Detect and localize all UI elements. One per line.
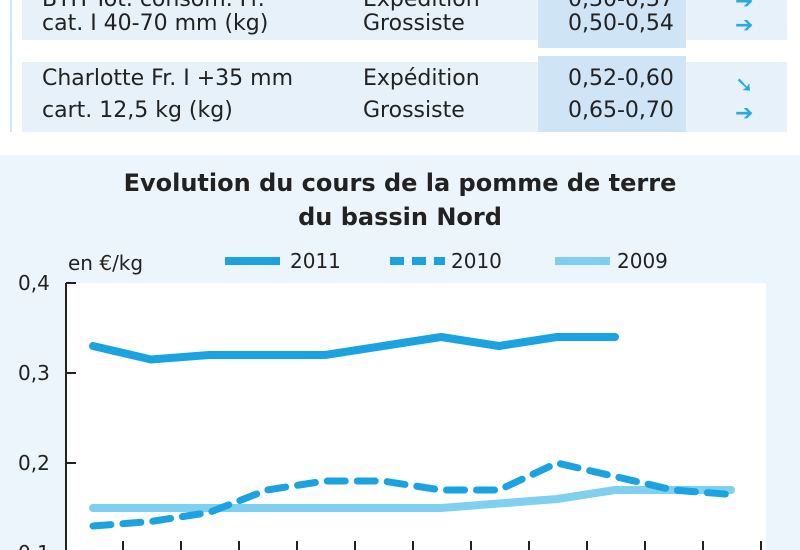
line-chart: en €/kg 2011 2010 2009 0,4 0,3 0,2 0,1 — [18, 249, 766, 550]
y-tick-label: 0,2 — [18, 451, 50, 475]
price-range: 0,52-0,60 — [568, 66, 674, 91]
trend-down-icon: ➘ — [735, 73, 754, 98]
price-column-bg — [538, 0, 686, 48]
price-table: BTH Tot. consom. Fr. cat. I 40-70 mm (kg… — [0, 0, 800, 138]
market-stage: Expédition — [363, 66, 480, 91]
market-stage: Grossiste — [363, 98, 465, 123]
market-stage: Grossiste — [363, 11, 465, 36]
y-axis-label: en €/kg — [68, 251, 143, 275]
price-range: 0,30-0,37 — [568, 0, 674, 16]
legend: 2011 2010 2009 — [225, 249, 668, 273]
product-name: BTH Tot. consom. Fr. — [42, 0, 265, 16]
price-column-bg — [538, 56, 686, 132]
price-range: 0,65-0,70 — [568, 98, 674, 123]
series-line-2009 — [89, 486, 735, 512]
legend-label-2010: 2010 — [451, 249, 502, 273]
product-name: cart. 12,5 kg (kg) — [42, 98, 233, 123]
series-lines — [89, 333, 735, 530]
chart-panel: Evolution du cours de la pomme de terre … — [0, 155, 800, 550]
market-stage: Expédition — [363, 0, 480, 16]
table-left-border — [10, 0, 12, 132]
product-name: cat. I 40-70 mm (kg) — [42, 11, 269, 36]
trend-stable-icon: ➔ — [735, 101, 754, 126]
legend-label-2009: 2009 — [617, 249, 668, 273]
y-tick-label: 0,3 — [18, 361, 50, 385]
price-range: 0,50-0,54 — [568, 11, 674, 36]
trend-stable-icon: ➔ — [735, 13, 754, 38]
y-tick-label: 0,4 — [18, 271, 50, 295]
y-axis: 0,4 0,3 0,2 0,1 — [18, 271, 76, 550]
y-tick-label: 0,1 — [18, 541, 50, 550]
chart-title: Evolution du cours de la pomme de terre — [123, 169, 677, 197]
series-line-2010 — [89, 459, 735, 530]
series-line-2011 — [89, 333, 619, 364]
x-axis-ticks — [122, 541, 762, 550]
legend-label-2011: 2011 — [290, 249, 341, 273]
product-name: Charlotte Fr. I +35 mm — [42, 66, 294, 91]
chart-subtitle: du bassin Nord — [298, 203, 502, 231]
trend-stable-icon: ➔ — [735, 0, 754, 14]
